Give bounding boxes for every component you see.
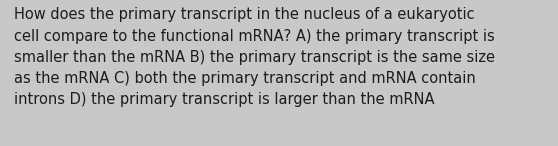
- Text: How does the primary transcript in the nucleus of a eukaryotic
cell compare to t: How does the primary transcript in the n…: [14, 7, 495, 107]
